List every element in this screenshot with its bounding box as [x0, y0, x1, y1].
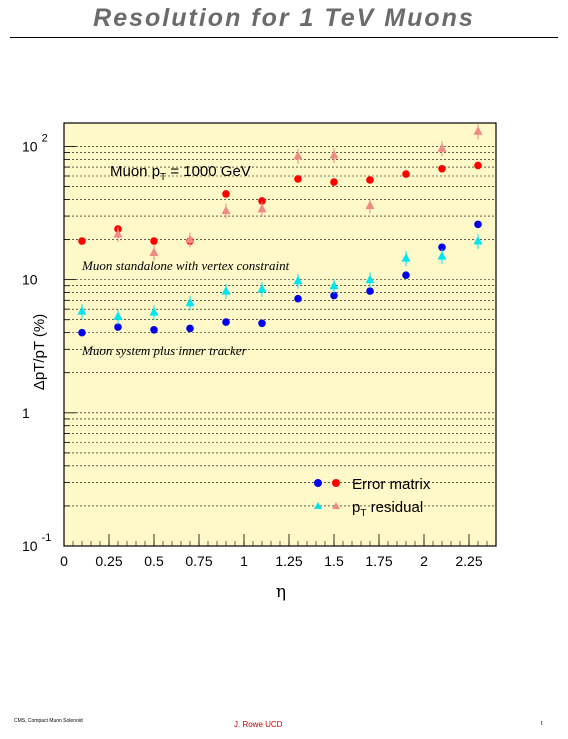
legend-error-standalone-marker [332, 479, 340, 487]
standalone-error-point [438, 164, 446, 173]
standalone-residual-point [185, 234, 195, 244]
standalone-error-point [258, 197, 266, 205]
x-tick-label: 0.25 [95, 553, 122, 569]
combined-error-point [78, 328, 86, 337]
standalone-residual-point [365, 200, 375, 210]
combined-error-point [330, 291, 338, 300]
data-points [77, 124, 483, 337]
legend-residual-standalone-marker [332, 502, 340, 509]
x-tick-label: 0.75 [185, 553, 212, 569]
y-tick-label: 1 [22, 405, 30, 421]
combined-residual-point [257, 284, 267, 293]
standalone-residual-point [113, 229, 123, 238]
combined-residual-point [77, 306, 87, 315]
y-tick-label-base: 10 [22, 138, 38, 154]
standalone-error-point [402, 170, 410, 178]
y-tick-label-base: 10 [22, 272, 38, 288]
combined-error-point [438, 243, 446, 252]
standalone-annotation: Muon standalone with vertex constraint [81, 258, 290, 273]
combined-error-point [474, 220, 482, 229]
y-tick-label-exponent: -1 [42, 532, 52, 544]
standalone-residual-point [221, 205, 231, 215]
x-tick-labels: 0 0.25 0.5 0.75 1 1.25 1.5 1.75 2 2.25 [60, 553, 483, 569]
x-axis-label: η [276, 582, 286, 602]
standalone-error-point [474, 161, 482, 170]
y-tick-label-base: 10 [22, 538, 38, 554]
combined-error-point [114, 323, 122, 331]
standalone-error-point [294, 175, 302, 183]
momentum-annotation-rest: = 1000 GeV [166, 163, 251, 180]
plot-frame [63, 122, 497, 547]
y-tick-label: 10 -1 [22, 532, 51, 554]
y-tick-label-exponent: 2 [42, 132, 48, 144]
y-tick-labels: 10 2 10 1 10 -1 [22, 132, 51, 554]
momentum-annotation-sub: T [160, 172, 166, 183]
combined-residual-point [437, 251, 447, 260]
combined-error-point [258, 319, 266, 328]
x-tick-label: 0.5 [144, 553, 164, 569]
legend-residual-rest: residual [366, 499, 423, 516]
x-tick-label: 2.25 [455, 553, 482, 569]
y-axis-label: ΔpT/pT (%) [31, 314, 48, 390]
combined-error-point [222, 318, 230, 326]
footer-center: J. Rowe UCD [234, 720, 283, 729]
standalone-error-point [366, 176, 374, 184]
combined-residual-point [473, 236, 483, 245]
combined-residual-point [365, 274, 375, 284]
momentum-annotation: Muon pT = 1000 GeV [110, 163, 251, 183]
legend-error-matrix: Error matrix [352, 476, 431, 493]
standalone-residual-point [329, 150, 339, 159]
standalone-residual-point [437, 143, 447, 152]
combined-residual-point [401, 253, 411, 262]
combined-residual-point [221, 286, 231, 295]
standalone-residual-point [149, 247, 159, 256]
title-rule [10, 37, 558, 38]
standalone-error-point [78, 237, 86, 245]
legend-error-combined-marker [314, 479, 322, 487]
plot-area [64, 123, 496, 546]
combined-error-point [186, 324, 194, 333]
x-tick-label: 1 [240, 553, 248, 569]
footer-left: CMS, Compact Muon Solenoid [14, 718, 83, 724]
combined-residual-point [329, 280, 339, 290]
combined-residual-point [185, 297, 195, 307]
x-tick-label: 0 [60, 553, 68, 569]
svg-text:ΔpT/pT (%): ΔpT/pT (%) [31, 314, 48, 390]
standalone-residual-point [257, 203, 267, 213]
combined-annotation: Muon system plus inner tracker [81, 343, 248, 358]
x-tick-label: 2 [420, 553, 428, 569]
x-tick-label: 1.5 [324, 553, 344, 569]
legend-residual-combined-marker [314, 502, 322, 509]
standalone-residual-point [473, 126, 483, 135]
standalone-error-point [330, 178, 338, 186]
combined-residual-point [293, 275, 303, 285]
y-axis-label-text: ΔpT/pT (%) [31, 314, 48, 390]
combined-error-point [294, 294, 302, 303]
page-title: Resolution for 1 TeV Muons [93, 4, 475, 32]
x-tick-label: 1.75 [365, 553, 392, 569]
combined-residual-point [149, 307, 159, 316]
combined-error-point [150, 326, 158, 334]
standalone-residual-point [293, 150, 303, 160]
legend: Error matrix pT residual [314, 476, 431, 519]
legend-residual: pT residual [352, 499, 423, 519]
combined-residual-point [113, 311, 123, 320]
standalone-error-point [222, 190, 230, 198]
y-tick-label: 10 [22, 272, 38, 288]
grid-lines [64, 146, 496, 547]
footer-right: t [541, 721, 543, 727]
x-tick-label: 1.25 [275, 553, 302, 569]
standalone-error-point [150, 237, 158, 245]
y-tick-label-base: 1 [22, 405, 30, 421]
combined-error-point [366, 287, 374, 295]
combined-error-point [402, 271, 410, 279]
legend-residual-sub: T [360, 508, 366, 519]
momentum-annotation-main: Muon p [110, 163, 160, 180]
legend-residual-main: p [352, 499, 360, 516]
y-tick-label: 10 2 [22, 132, 48, 154]
